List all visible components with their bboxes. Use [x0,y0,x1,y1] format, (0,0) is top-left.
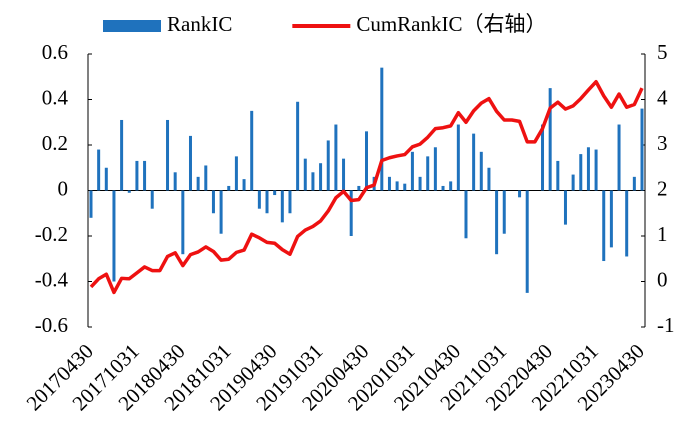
bar [602,190,606,262]
y2-tick-label: 4 [657,85,668,109]
bar [127,190,131,193]
bar [234,156,238,191]
bar [380,67,384,191]
bar [104,167,108,191]
bar [403,183,407,191]
bar [204,165,208,191]
bar [387,176,391,191]
y2-tick-label: 0 [657,267,668,291]
bar [617,124,621,191]
bar [112,190,116,282]
bar [525,190,529,293]
bar [418,176,422,191]
y-tick-label: 0.2 [42,131,68,155]
y2-tick-label: 1 [657,222,668,246]
bar [120,119,124,191]
bar [472,133,476,191]
y2-tick-label: 2 [657,176,668,200]
line [89,80,644,295]
bar [227,185,231,191]
bar [426,156,430,191]
bar [288,190,292,214]
legend-label: RankIC [167,12,232,36]
bar [342,158,346,191]
bar [556,160,560,191]
bar [303,158,307,191]
y-tick-label: -0.6 [35,313,68,337]
bar [579,154,583,191]
bar [150,190,154,209]
bar [456,124,460,191]
bar [173,172,177,191]
bar [479,151,483,191]
bar [548,88,552,191]
bar [326,140,330,191]
bar [188,135,192,191]
bar [586,147,590,191]
bar [563,190,567,225]
bar [135,160,139,191]
bar [640,108,644,191]
legend-label: CumRankIC（右轴） [356,12,546,36]
bar [625,190,629,257]
bar [495,190,499,255]
bar [196,176,200,191]
y-tick-label: 0.4 [42,85,69,109]
y2-tick-label: 3 [657,131,668,155]
legend-swatch [103,20,161,32]
bar [97,149,101,191]
y-tick-label: -0.4 [35,267,69,291]
bar [594,149,598,191]
bar [219,190,223,234]
bar [311,172,315,191]
bar [395,181,399,191]
bar [211,190,215,214]
bar [464,190,468,239]
bar [250,110,254,191]
bar [357,185,361,191]
bar [280,190,284,223]
bar [89,190,93,218]
bar [242,179,246,191]
y-tick-label: 0 [58,176,69,200]
bar [349,190,353,236]
bar [632,176,636,191]
y-tick-label: -0.2 [35,222,68,246]
bar [571,174,575,191]
bar [518,190,522,198]
bar [273,190,277,196]
bar [181,190,185,255]
bar [541,124,545,191]
bar [143,160,147,191]
bar [433,147,437,191]
bar [166,119,170,191]
bar [296,101,300,191]
bar [410,151,414,191]
bar [265,190,269,214]
bar [502,190,506,234]
bar [487,167,491,191]
y2-tick-label: -1 [657,313,675,337]
bar [609,190,613,248]
bar [257,190,261,209]
y-tick-label: 0.6 [42,40,68,64]
y2-tick-label: 5 [657,40,668,64]
bar [365,131,368,191]
bar [449,181,453,191]
bar [441,185,445,191]
bar [334,124,338,191]
bar [319,163,323,191]
